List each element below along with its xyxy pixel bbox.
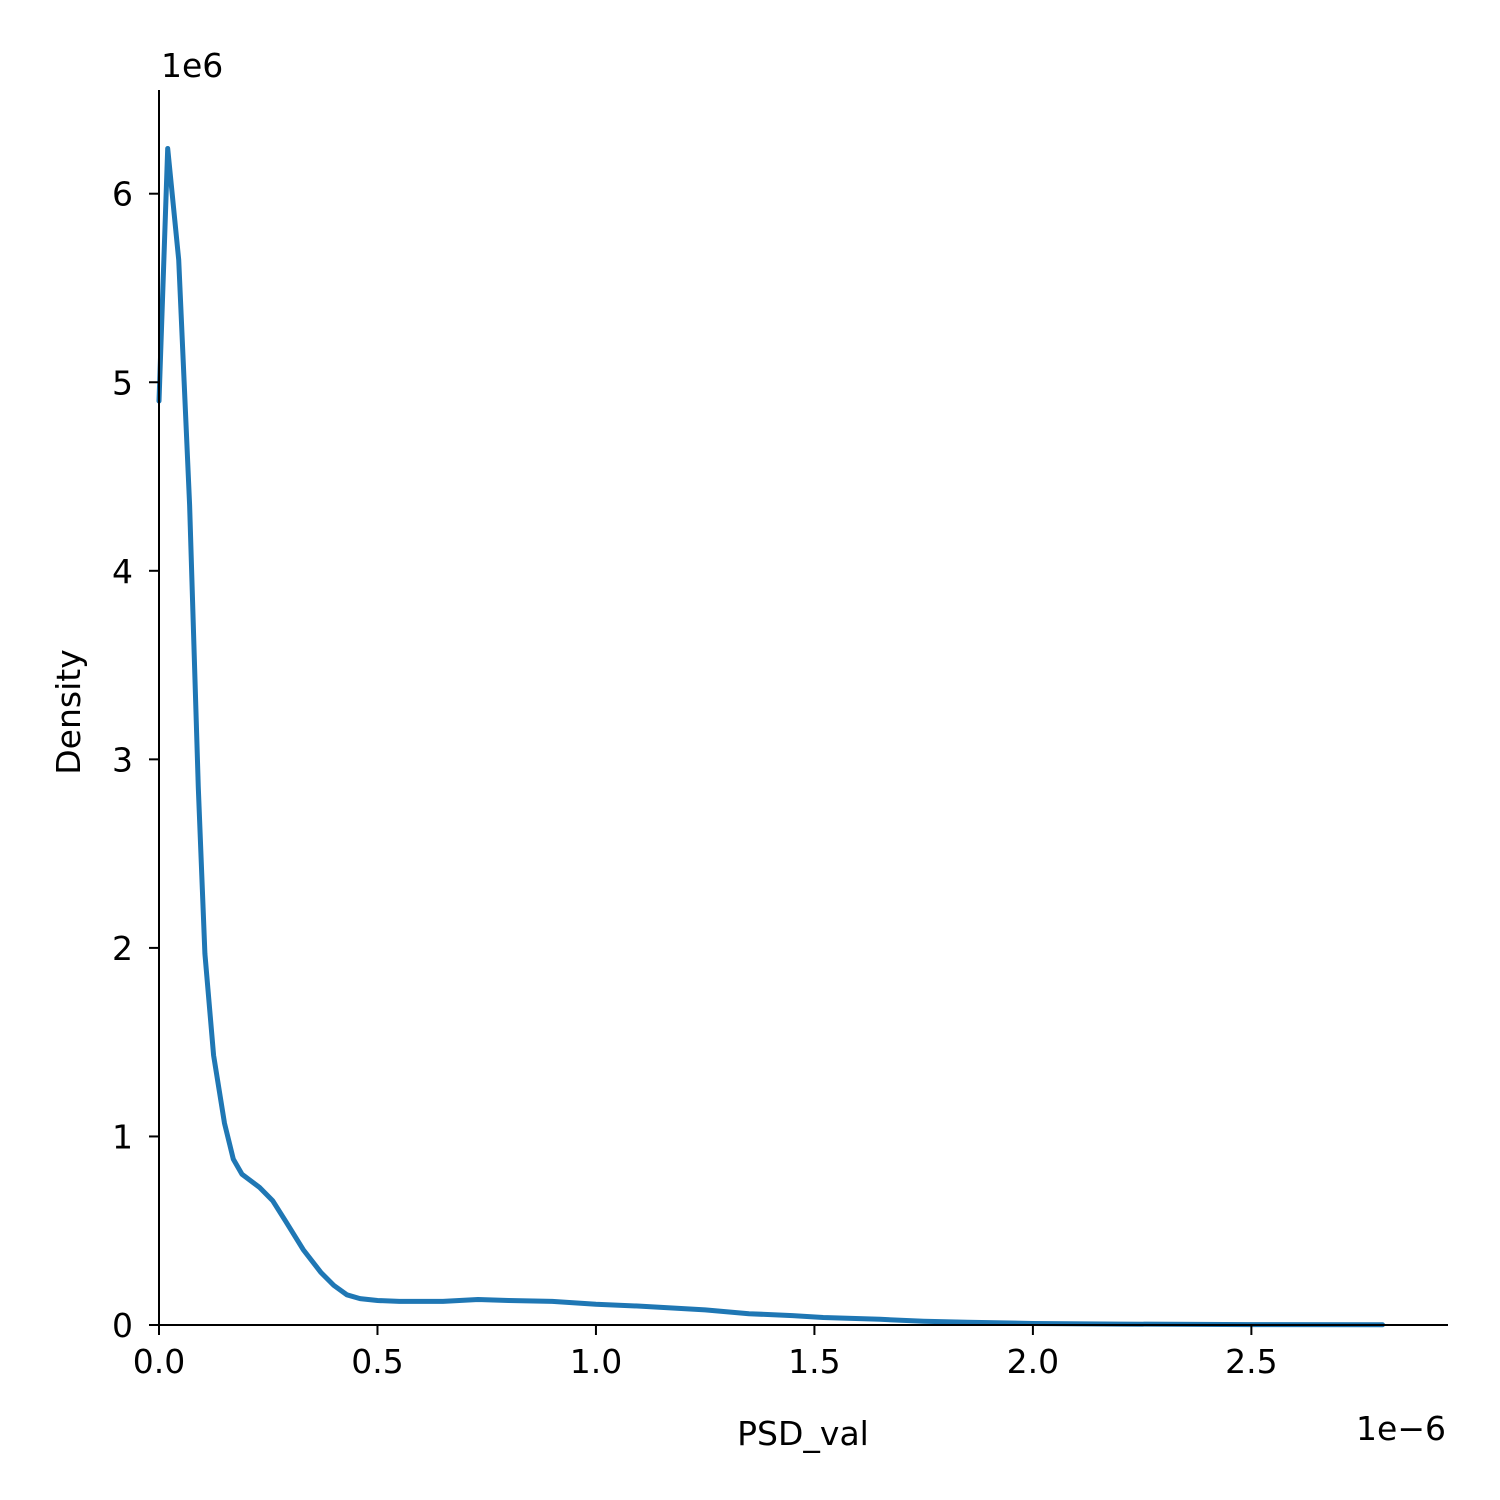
x-axis-label: PSD_val: [737, 1414, 869, 1453]
y-tick-label: 5: [112, 363, 133, 402]
x-tick-label: 1.5: [788, 1342, 840, 1381]
x-tick-label: 2.0: [1007, 1342, 1059, 1381]
x-axis-ticks: 0.0 0.5 1.0 1.5 2.0 2.5: [133, 1325, 1278, 1381]
y-axis-ticks: 0 1 2 3 4 5 6: [112, 175, 159, 1345]
density-line: [156, 146, 1385, 1328]
x-tick-label: 0.5: [351, 1342, 403, 1381]
y-axis-offset-text: 1e6: [161, 46, 223, 85]
y-tick-label: 4: [112, 552, 133, 591]
y-tick-label: 1: [112, 1117, 133, 1156]
y-tick-label: 2: [112, 929, 133, 968]
y-tick-label: 3: [112, 740, 133, 779]
x-axis-offset-text: 1e−6: [1356, 1409, 1446, 1448]
x-tick-label: 0.0: [133, 1342, 185, 1381]
x-tick-label: 1.0: [570, 1342, 622, 1381]
x-tick-label: 2.5: [1225, 1342, 1277, 1381]
y-tick-label: 6: [112, 175, 133, 214]
y-tick-label: 0: [112, 1306, 133, 1345]
y-axis-label: Density: [49, 649, 88, 774]
plot-area: [156, 146, 1385, 1328]
